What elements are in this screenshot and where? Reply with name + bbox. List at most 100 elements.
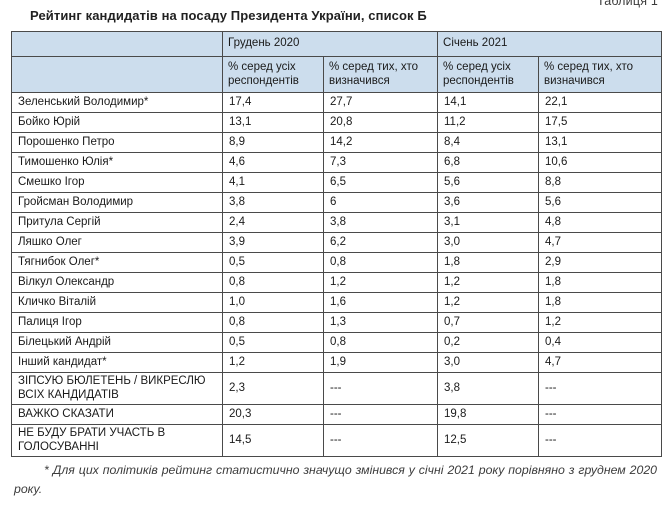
candidate-name-cell: Притула Сергій bbox=[11, 212, 223, 233]
value-cell: 6,8 bbox=[437, 152, 540, 173]
value-cell: 3,8 bbox=[437, 371, 540, 406]
table-header-subheader-row: % серед усіх респондентів % серед тих, х… bbox=[11, 56, 663, 93]
value-cell: 4,8 bbox=[538, 212, 663, 233]
table-row: Гройсман Володимир 3,8 6 3,6 5,6 bbox=[11, 192, 663, 213]
value-cell: 1,0 bbox=[222, 292, 324, 313]
value-cell: 4,1 bbox=[222, 172, 324, 193]
value-cell: 0,8 bbox=[222, 272, 324, 293]
value-cell: 12,5 bbox=[437, 424, 540, 458]
table-row: Тягнибок Олег* 0,5 0,8 1,8 2,9 bbox=[11, 252, 663, 273]
candidate-name-cell: Білецький Андрій bbox=[11, 332, 223, 353]
value-cell: 11,2 bbox=[437, 112, 540, 133]
candidate-rating-table: Грудень 2020 Січень 2021 % серед усіх ре… bbox=[11, 31, 663, 458]
candidate-name-cell: Палиця Ігор bbox=[11, 312, 223, 333]
value-cell: 0,4 bbox=[538, 332, 663, 353]
table-header-period-row: Грудень 2020 Січень 2021 bbox=[11, 31, 663, 57]
value-cell: 0,5 bbox=[222, 252, 324, 273]
header-dec-all-respondents: % серед усіх респондентів bbox=[222, 56, 324, 93]
value-cell: 14,5 bbox=[222, 424, 324, 458]
value-cell: 20,8 bbox=[322, 112, 439, 133]
candidate-name-cell: Вілкул Олександр bbox=[11, 272, 223, 293]
table-row: Бойко Юрій 13,1 20,8 11,2 17,5 bbox=[11, 112, 663, 133]
header-jan-decided: % серед тих, хто визначився bbox=[538, 56, 663, 93]
table-row: НЕ БУДУ БРАТИ УЧАСТЬ В ГОЛОСУВАННІ 14,5 --… bbox=[11, 424, 663, 458]
value-cell: 2,9 bbox=[538, 252, 663, 273]
value-cell: 14,1 bbox=[437, 92, 540, 113]
value-cell: 1,9 bbox=[322, 352, 439, 373]
value-cell: 1,2 bbox=[437, 272, 540, 293]
value-cell: 0,7 bbox=[437, 312, 540, 333]
value-cell: 8,8 bbox=[538, 172, 663, 193]
value-cell: 10,6 bbox=[538, 152, 663, 173]
table-row: ЗІПСУЮ БЮЛЕТЕНЬ / ВИКРЕСЛЮ ВСІХ КАНДИДАТ… bbox=[11, 371, 663, 406]
value-cell: 4,7 bbox=[538, 352, 663, 373]
value-cell: 3,0 bbox=[437, 232, 540, 253]
candidate-name-cell: Тягнибок Олег* bbox=[11, 252, 223, 273]
value-cell: 13,1 bbox=[538, 132, 663, 153]
table-row: Тимошенко Юлія* 4,6 7,3 6,8 10,6 bbox=[11, 152, 663, 173]
value-cell: 6,5 bbox=[322, 172, 439, 193]
value-cell: 14,2 bbox=[322, 132, 439, 153]
value-cell: 13,1 bbox=[222, 112, 324, 133]
candidate-name-cell: Кличко Віталій bbox=[11, 292, 223, 313]
candidate-name-cell: ВАЖКО СКАЗАТИ bbox=[11, 404, 223, 426]
value-cell: --- bbox=[538, 404, 663, 426]
table-row: Білецький Андрій 0,5 0,8 0,2 0,4 bbox=[11, 332, 663, 353]
candidate-name-cell: Ляшко Олег bbox=[11, 232, 223, 253]
value-cell: 1,2 bbox=[322, 272, 439, 293]
value-cell: 1,2 bbox=[437, 292, 540, 313]
value-cell: 0,8 bbox=[222, 312, 324, 333]
value-cell: 1,6 bbox=[322, 292, 439, 313]
value-cell: 1,8 bbox=[538, 272, 663, 293]
value-cell: 1,2 bbox=[222, 352, 324, 373]
value-cell: 2,3 bbox=[222, 371, 324, 406]
table-row: Вілкул Олександр 0,8 1,2 1,2 1,8 bbox=[11, 272, 663, 293]
value-cell: 0,5 bbox=[222, 332, 324, 353]
value-cell: 3,9 bbox=[222, 232, 324, 253]
candidate-name-cell: ЗІПСУЮ БЮЛЕТЕНЬ / ВИКРЕСЛЮ ВСІХ КАНДИДАТ… bbox=[11, 371, 223, 406]
table-row: Ляшко Олег 3,9 6,2 3,0 4,7 bbox=[11, 232, 663, 253]
value-cell: 2,4 bbox=[222, 212, 324, 233]
value-cell: 3,0 bbox=[437, 352, 540, 373]
value-cell: 0,2 bbox=[437, 332, 540, 353]
value-cell: 1,3 bbox=[322, 312, 439, 333]
value-cell: 8,4 bbox=[437, 132, 540, 153]
value-cell: --- bbox=[322, 371, 439, 406]
table-number-label: Таблиця 1 bbox=[596, 0, 658, 8]
value-cell: 0,8 bbox=[322, 252, 439, 273]
value-cell: 8,9 bbox=[222, 132, 324, 153]
value-cell: 19,8 bbox=[437, 404, 540, 426]
candidate-name-cell: Бойко Юрій bbox=[11, 112, 223, 133]
value-cell: 3,8 bbox=[222, 192, 324, 213]
table-row: Інший кандидат* 1,2 1,9 3,0 4,7 bbox=[11, 352, 663, 373]
table-row: Смешко Ігор 4,1 6,5 5,6 8,8 bbox=[11, 172, 663, 193]
value-cell: 1,8 bbox=[437, 252, 540, 273]
candidate-name-cell: НЕ БУДУ БРАТИ УЧАСТЬ В ГОЛОСУВАННІ bbox=[11, 424, 223, 458]
header-dec-decided: % серед тих, хто визначився bbox=[322, 56, 439, 93]
candidate-name-cell: Порошенко Петро bbox=[11, 132, 223, 153]
value-cell: 3,8 bbox=[322, 212, 439, 233]
header-candidate-column bbox=[11, 31, 223, 57]
value-cell: 7,3 bbox=[322, 152, 439, 173]
header-jan-all-respondents: % серед усіх респондентів bbox=[437, 56, 540, 93]
value-cell: --- bbox=[322, 404, 439, 426]
candidate-name-cell: Смешко Ігор bbox=[11, 172, 223, 193]
value-cell: 0,8 bbox=[322, 332, 439, 353]
candidate-name-cell: Інший кандидат* bbox=[11, 352, 223, 373]
table-row: ВАЖКО СКАЗАТИ 20,3 --- 19,8 --- bbox=[11, 404, 663, 426]
value-cell: --- bbox=[322, 424, 439, 458]
table-row: Палиця Ігор 0,8 1,3 0,7 1,2 bbox=[11, 312, 663, 333]
value-cell: 6 bbox=[322, 192, 439, 213]
value-cell: 5,6 bbox=[437, 172, 540, 193]
poll-table-container: Грудень 2020 Січень 2021 % серед усіх ре… bbox=[11, 31, 663, 458]
value-cell: --- bbox=[538, 371, 663, 406]
candidate-name-cell: Гройсман Володимир bbox=[11, 192, 223, 213]
value-cell: 27,7 bbox=[322, 92, 439, 113]
value-cell: 4,6 bbox=[222, 152, 324, 173]
table-body: Зеленський Володимир* 17,4 27,7 14,1 22,1 Бой… bbox=[11, 92, 663, 458]
table-row: Порошенко Петро 8,9 14,2 8,4 13,1 bbox=[11, 132, 663, 153]
table-footnote: * Для цих політиків рейтинг статистично … bbox=[14, 463, 657, 497]
candidate-name-cell: Тимошенко Юлія* bbox=[11, 152, 223, 173]
value-cell: 5,6 bbox=[538, 192, 663, 213]
value-cell: 3,1 bbox=[437, 212, 540, 233]
